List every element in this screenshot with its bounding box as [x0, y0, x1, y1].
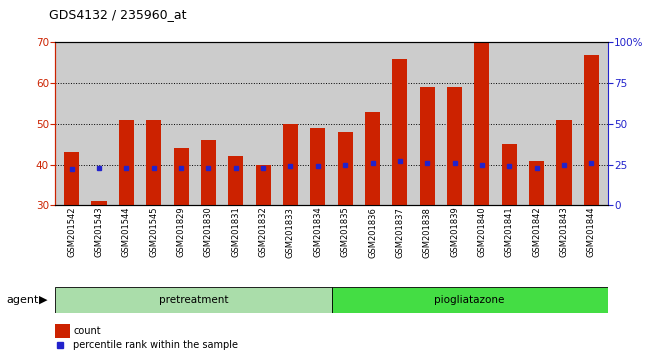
Bar [556, 120, 571, 205]
Bar [55, 287, 332, 313]
Bar [474, 42, 489, 205]
Bar [393, 59, 408, 205]
Text: piogliatazone: piogliatazone [434, 295, 505, 305]
Bar [310, 128, 326, 205]
Bar [584, 55, 599, 205]
Text: count: count [73, 326, 101, 336]
Bar [447, 87, 462, 205]
Bar [92, 201, 107, 205]
Bar [332, 287, 608, 313]
Bar [228, 156, 243, 205]
Bar [119, 120, 134, 205]
Bar [64, 152, 79, 205]
Bar [365, 112, 380, 205]
Bar [420, 87, 435, 205]
Bar [502, 144, 517, 205]
Bar [174, 148, 188, 205]
Text: ▶: ▶ [39, 295, 47, 305]
Bar [529, 161, 544, 205]
Text: percentile rank within the sample: percentile rank within the sample [73, 340, 239, 350]
Bar [255, 165, 270, 205]
Text: agent: agent [6, 295, 39, 305]
Text: GDS4132 / 235960_at: GDS4132 / 235960_at [49, 8, 187, 21]
Bar [201, 140, 216, 205]
Bar [283, 124, 298, 205]
Bar [337, 132, 353, 205]
Text: pretreatment: pretreatment [159, 295, 228, 305]
Bar [146, 120, 161, 205]
